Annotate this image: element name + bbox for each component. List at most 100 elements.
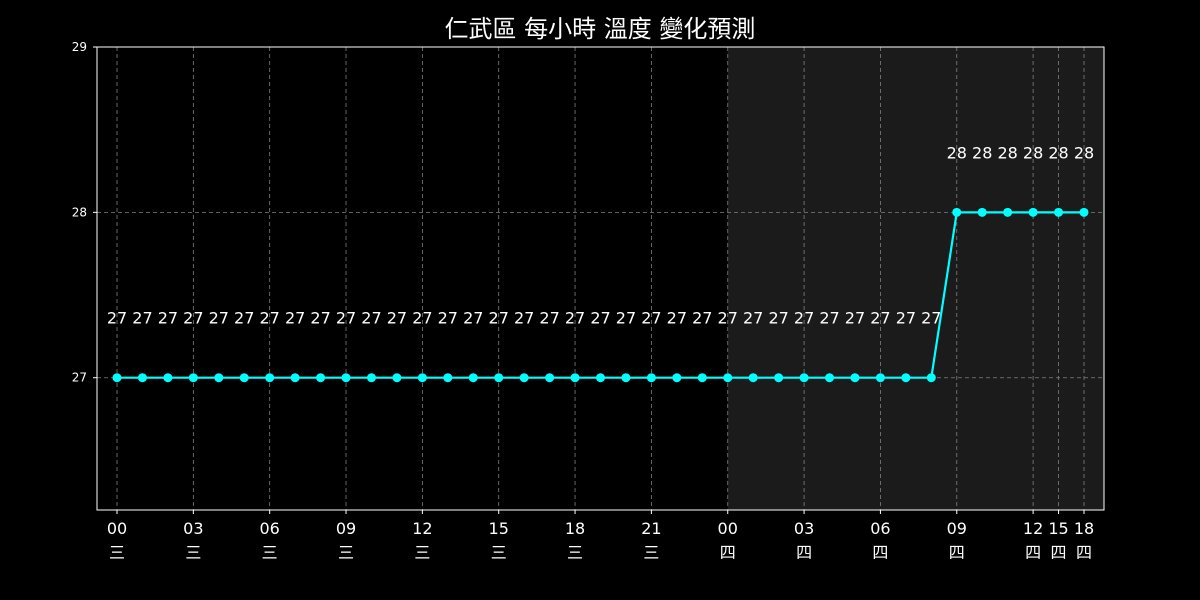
data-point [723,373,733,383]
data-label: 27 [158,309,178,328]
data-label: 27 [463,309,483,328]
data-point [875,373,885,383]
data-label: 27 [819,309,839,328]
data-point [1079,207,1089,217]
data-point [443,373,453,383]
data-label: 27 [590,309,610,328]
data-point [977,207,987,217]
data-point [392,373,402,383]
x-tick-day-label: 四 [1051,543,1067,562]
data-point [850,373,860,383]
x-axis-ticks: 00三03三06三09三12三15三18三21三00四03四06四09四12四1… [107,510,1094,562]
x-tick-hour-label: 15 [1048,519,1068,538]
data-label: 28 [997,143,1017,162]
forecast-shaded-region [727,47,1104,510]
data-label: 27 [361,309,381,328]
data-point [952,207,962,217]
data-point [417,373,427,383]
x-tick-hour-label: 03 [183,519,203,538]
y-tick-label: 27 [72,371,87,385]
data-label: 27 [921,309,941,328]
data-label: 27 [336,309,356,328]
data-point [341,373,351,383]
data-point [1028,207,1038,217]
data-point [1054,207,1064,217]
data-label: 27 [412,309,432,328]
data-label: 27 [768,309,788,328]
data-point [214,373,224,383]
data-point [672,373,682,383]
data-point [316,373,326,383]
x-tick-day-label: 四 [949,543,965,562]
data-point [545,373,555,383]
x-tick-day-label: 三 [262,543,278,562]
data-point [163,373,173,383]
x-tick-day-label: 三 [414,543,430,562]
data-point [366,373,376,383]
x-tick-day-label: 三 [491,543,507,562]
data-point [570,373,580,383]
data-label: 27 [616,309,636,328]
y-tick-label: 28 [72,205,87,219]
x-tick-hour-label: 21 [641,519,661,538]
data-point [774,373,784,383]
x-tick-hour-label: 12 [412,519,432,538]
x-tick-hour-label: 15 [489,519,509,538]
data-label: 27 [107,309,127,328]
data-point [697,373,707,383]
data-label: 27 [692,309,712,328]
y-tick-label: 29 [72,40,87,54]
data-point [926,373,936,383]
data-label: 27 [489,309,509,328]
data-point [799,373,809,383]
data-label: 27 [870,309,890,328]
data-label: 27 [743,309,763,328]
data-label: 27 [234,309,254,328]
data-label: 27 [794,309,814,328]
data-label: 27 [514,309,534,328]
data-label: 28 [1048,143,1068,162]
x-tick-day-label: 三 [567,543,583,562]
x-tick-day-label: 三 [109,543,125,562]
data-label: 27 [260,309,280,328]
chart-title: 仁武區 每小時 溫度 變化預測 [445,15,756,43]
x-tick-day-label: 四 [720,543,736,562]
x-tick-day-label: 三 [185,543,201,562]
data-point [596,373,605,383]
data-point [188,373,198,383]
plot-frame [96,46,1105,511]
x-tick-hour-label: 06 [260,519,280,538]
x-tick-hour-label: 00 [107,519,127,538]
x-tick-hour-label: 03 [794,519,814,538]
data-point [646,373,656,383]
data-label: 27 [132,309,152,328]
x-tick-day-label: 三 [338,543,354,562]
data-labels: 27 27 27 27 27 27 27 27 27 27 27 27 27 27 27 27 27 27 27 27… [107,143,1094,327]
data-point [137,373,147,383]
data-point [468,373,478,383]
x-tick-day-label: 四 [1025,543,1041,562]
data-label: 27 [896,309,916,328]
data-label: 27 [565,309,585,328]
grid-lines [97,46,1104,510]
data-label: 28 [1074,143,1094,162]
data-label: 27 [438,309,458,328]
data-label: 27 [539,309,559,328]
x-tick-hour-label: 09 [947,519,967,538]
data-label: 27 [209,309,229,328]
x-tick-day-label: 三 [643,543,659,562]
data-label: 27 [641,309,661,328]
x-tick-hour-label: 06 [870,519,890,538]
data-label: 27 [285,309,305,328]
data-label: 28 [972,143,992,162]
data-point [519,373,529,383]
x-tick-hour-label: 09 [336,519,356,538]
data-label: 28 [1023,143,1043,162]
data-point [901,373,911,383]
data-point [112,373,122,383]
data-label: 27 [183,309,203,328]
data-label: 27 [310,309,330,328]
y-axis-ticks: 27 28 29 [72,40,97,385]
x-tick-day-label: 四 [796,543,812,562]
x-tick-day-label: 四 [1076,543,1092,562]
